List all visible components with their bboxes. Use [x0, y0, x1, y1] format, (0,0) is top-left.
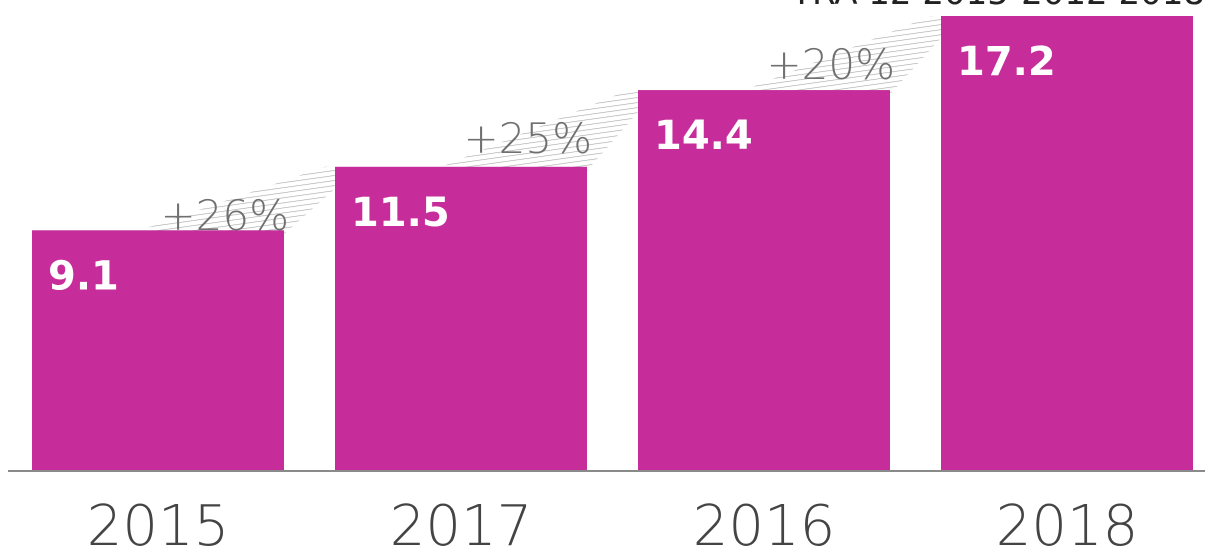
growth-label-1: +26% [160, 191, 289, 240]
growth-label-2: +25% [463, 114, 592, 163]
growth-labels-group: +26% +25% +20% [160, 40, 895, 240]
bar-2016 [638, 90, 890, 472]
bars-group [32, 16, 1193, 472]
x-tick-label-2016: 2016 [693, 494, 836, 549]
x-tick-label-2018: 2018 [996, 494, 1139, 549]
value-label-2018: 17.2 [957, 39, 1056, 85]
growth-connector-1 [134, 166, 335, 235]
value-label-2017: 11.5 [351, 190, 450, 236]
x-tick-label-2017: 2017 [390, 494, 533, 549]
bar-2017 [335, 166, 587, 471]
bar-2018 [941, 16, 1193, 471]
growth-connectors [134, 16, 941, 235]
growth-label-3: +20% [766, 40, 895, 89]
growth-connector-2 [437, 90, 638, 171]
value-label-2016: 14.4 [654, 113, 753, 159]
x-tick-label-2015: 2015 [87, 494, 230, 549]
value-label-2015: 9.1 [48, 253, 119, 299]
value-labels-group: 9.1 11.5 14.4 17.2 [48, 39, 1056, 299]
x-axis-tick-labels: 2015 2017 2016 2018 [87, 494, 1139, 549]
bar-2015 [32, 230, 284, 471]
chart-title: YRA 12 2015-2012 2018 [790, 0, 1205, 13]
growth-connector-3 [740, 16, 941, 95]
